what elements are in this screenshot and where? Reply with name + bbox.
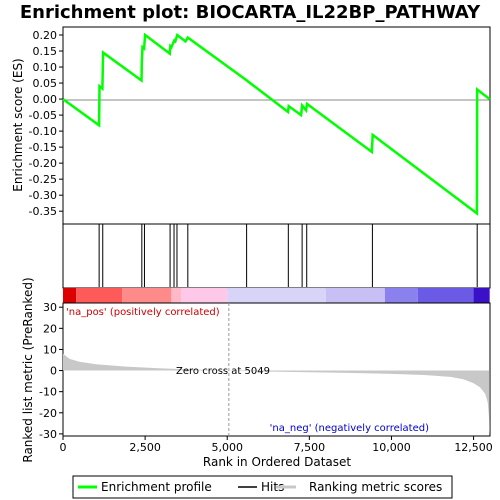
rank-heatmap-bar (63, 288, 490, 303)
legend-frame (72, 475, 453, 499)
x-axis-label: Rank in Ordered Dataset (203, 455, 351, 469)
heatmap-segment (473, 288, 490, 303)
heatmap-segment (384, 288, 418, 303)
es-y-tick-label: 0.20 (33, 29, 58, 42)
es-y-tick-label: 0.05 (33, 77, 58, 90)
x-tick-label: 0 (60, 441, 67, 454)
legend-profile-label: Enrichment profile (101, 480, 212, 494)
neg-correlated-label: 'na_neg' (negatively correlated) (270, 423, 429, 434)
heatmap-segment (171, 288, 182, 303)
metric-y-tick-label: -20 (39, 407, 57, 420)
metric-y-tick-label: -30 (39, 428, 57, 441)
heatmap-segment (181, 288, 228, 303)
metric-y-tick-label: -10 (39, 386, 57, 399)
es-y-tick-label: 0.00 (33, 93, 58, 106)
es-y-tick-label: -0.15 (29, 141, 57, 154)
es-y-tick-label: -0.20 (29, 157, 57, 170)
es-y-tick-label: -0.30 (29, 189, 57, 202)
es-y-axis: 0.20 0.15 0.10 0.05 0.00 -0.05 -0.10 -0.15 -0.20… (29, 29, 63, 218)
heatmap-segment (227, 288, 326, 303)
legend-metric-label: Ranking metric scores (309, 480, 442, 494)
pos-correlated-label: 'na_pos' (positively correlated) (66, 307, 220, 318)
es-y-tick-label: 0.15 (33, 45, 58, 58)
x-tick-label: 12,500 (454, 441, 493, 454)
enrichment-profile-line (62, 32, 491, 216)
x-tick-label: 10,000 (372, 441, 411, 454)
metric-y-tick-label: 20 (43, 322, 57, 335)
x-tick-label: 5,000 (211, 441, 243, 454)
metric-y-tick-label: 0 (50, 365, 57, 378)
legend-hits-label: Hits (261, 480, 284, 494)
heatmap-segment (325, 288, 385, 303)
es-panel: 0.20 0.15 0.10 0.05 0.00 -0.05 -0.10 -0.15 -0.20… (11, 26, 491, 303)
zero-cross-label: Zero cross at 5049 (176, 366, 270, 377)
rank-x-axis: 0 2,500 5,000 7,500 10,000 12,500 (60, 436, 493, 454)
chart-title: Enrichment plot: BIOCARTA_IL22BP_PATHWAY (20, 2, 481, 23)
x-tick-label: 2,500 (129, 441, 161, 454)
metric-y-tick-label: 10 (43, 343, 57, 356)
metric-panel: 30 20 10 0 -10 -20 -30 0 2,500 5,000 7,500 10,000 1… (21, 277, 493, 469)
es-y-tick-label: -0.25 (29, 173, 57, 186)
heatmap-segment (122, 288, 172, 303)
metric-y-label: Ranked list metric (PreRanked) (21, 277, 35, 462)
es-y-tick-label: -0.10 (29, 125, 57, 138)
es-y-tick-label: -0.05 (29, 109, 57, 122)
metric-y-axis: 30 20 10 0 -10 -20 -30 (39, 301, 63, 441)
hits-group (98, 224, 478, 287)
heatmap-segment (76, 288, 123, 303)
es-y-label: Enrichment score (ES) (11, 58, 25, 191)
es-y-tick-label: -0.35 (29, 205, 57, 218)
heatmap-segment (63, 288, 77, 303)
es-y-tick-label: 0.10 (33, 61, 58, 74)
es-panel-frame (62, 26, 491, 289)
legend: Enrichment profile Hits Ranking metric s… (72, 475, 453, 499)
x-tick-label: 7,500 (294, 441, 326, 454)
metric-y-tick-label: 30 (43, 301, 57, 314)
heatmap-segment (417, 288, 474, 303)
